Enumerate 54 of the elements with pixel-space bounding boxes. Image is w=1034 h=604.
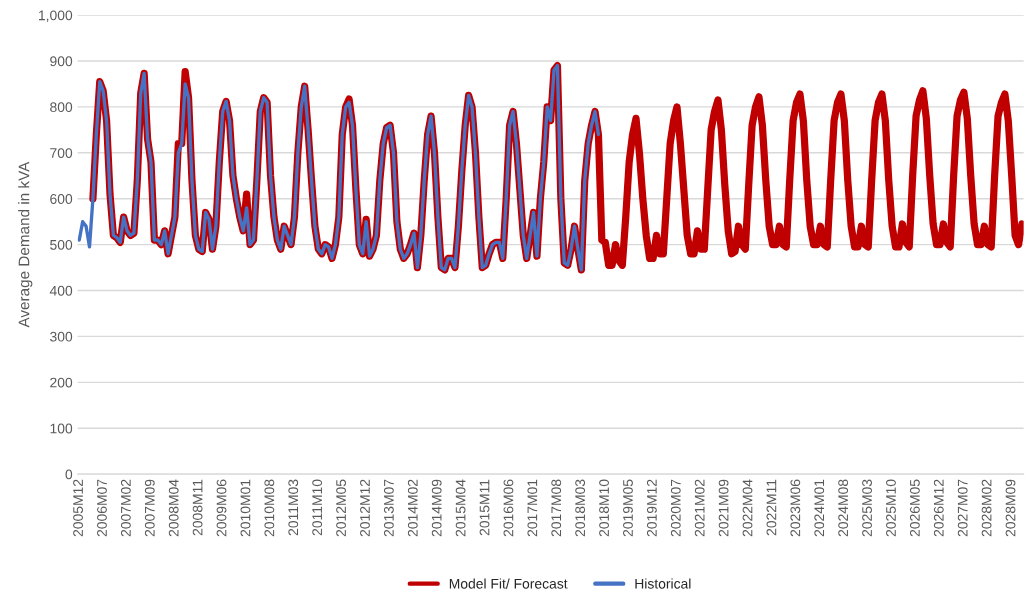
x-tick-label: 2018M03 bbox=[575, 479, 586, 537]
x-tick-label: 2027M07 bbox=[957, 479, 968, 537]
legend-label: Model Fit/ Forecast bbox=[449, 578, 568, 589]
y-tick-label: 100 bbox=[50, 423, 73, 434]
x-tick-label: 2011M03 bbox=[288, 479, 299, 536]
x-tick-label: 2025M10 bbox=[886, 479, 896, 537]
y-tick-label: 0 bbox=[65, 469, 73, 480]
y-tick-label: 500 bbox=[50, 239, 73, 250]
x-tick-label: 2021M09 bbox=[718, 479, 729, 537]
x-tick-label: 2014M02 bbox=[407, 479, 418, 537]
y-axis-title: Average Demand in kVA bbox=[18, 161, 33, 328]
x-tick-label: 2011M10 bbox=[312, 479, 323, 536]
x-tick-label: 2028M09 bbox=[1005, 479, 1016, 537]
x-tick-label: 2010M01 bbox=[240, 479, 251, 537]
y-tick-label: 200 bbox=[50, 377, 73, 388]
x-tick-label: 2012M05 bbox=[336, 479, 346, 537]
y-tick-label: 400 bbox=[49, 285, 73, 296]
y-tick-label: 700 bbox=[50, 148, 73, 158]
x-tick-label: 2017M08 bbox=[551, 479, 562, 537]
y-tick-label: 800 bbox=[50, 102, 73, 113]
x-tick-label: 2020M07 bbox=[670, 479, 681, 537]
x-tick-label: 2007M02 bbox=[120, 479, 131, 537]
x-tick-label: 2014M09 bbox=[431, 479, 442, 537]
x-tick-label: 2025M03 bbox=[862, 479, 872, 537]
x-tick-label: 2013M07 bbox=[383, 479, 394, 537]
y-tick-label: 300 bbox=[50, 331, 73, 342]
y-tick-label: 600 bbox=[50, 194, 73, 204]
x-tick-label: 2012M12 bbox=[360, 479, 370, 537]
y-tick-label: 900 bbox=[50, 56, 73, 67]
x-tick-label: 2023M06 bbox=[790, 479, 801, 537]
y-tick-label: 1,000 bbox=[39, 10, 73, 22]
x-tick-label: 2018M10 bbox=[599, 479, 609, 537]
x-tick-label: 2007M09 bbox=[144, 479, 155, 537]
x-tick-label: 2022M04 bbox=[742, 479, 753, 537]
legend-label: Historical bbox=[635, 578, 691, 589]
x-tick-label: 2024M08 bbox=[838, 479, 849, 537]
x-tick-label: 2019M12 bbox=[646, 479, 657, 537]
x-tick-label: 2005M12 bbox=[73, 479, 83, 537]
x-tick-label: 2026M05 bbox=[909, 479, 920, 537]
x-tick-label: 2009M06 bbox=[216, 479, 227, 537]
x-tick-label: 2016M06 bbox=[503, 479, 514, 537]
x-tick-label: 2010M08 bbox=[264, 479, 275, 537]
x-tick-label: 2019M05 bbox=[623, 479, 633, 537]
x-tick-label: 2015M11 bbox=[479, 479, 490, 536]
x-tick-label: 2024M01 bbox=[814, 479, 825, 537]
x-tick-label: 2015M04 bbox=[455, 479, 466, 537]
x-tick-label: 2022M11 bbox=[766, 479, 777, 536]
x-tick-label: 2017M01 bbox=[527, 479, 538, 537]
x-tick-label: 2026M12 bbox=[933, 479, 944, 537]
x-tick-label: 2008M11 bbox=[192, 479, 203, 536]
x-tick-label: 2006M07 bbox=[97, 479, 107, 537]
x-tick-label: 2021M02 bbox=[694, 479, 705, 537]
x-tick-label: 2028M02 bbox=[981, 479, 992, 537]
x-tick-label: 2008M04 bbox=[168, 479, 179, 537]
